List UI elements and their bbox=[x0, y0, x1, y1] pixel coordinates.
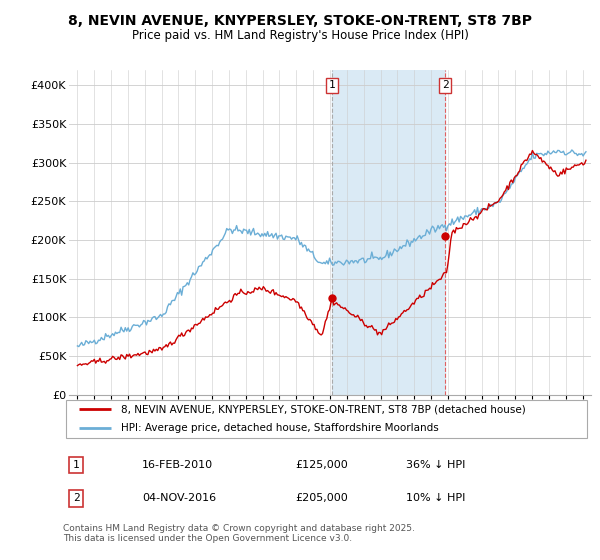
Text: 8, NEVIN AVENUE, KNYPERSLEY, STOKE-ON-TRENT, ST8 7BP: 8, NEVIN AVENUE, KNYPERSLEY, STOKE-ON-TR… bbox=[68, 14, 532, 28]
Text: £205,000: £205,000 bbox=[295, 493, 348, 503]
Text: 10% ↓ HPI: 10% ↓ HPI bbox=[406, 493, 466, 503]
Text: 04-NOV-2016: 04-NOV-2016 bbox=[142, 493, 217, 503]
Text: 1: 1 bbox=[73, 460, 80, 470]
Text: 16-FEB-2010: 16-FEB-2010 bbox=[142, 460, 214, 470]
Text: 8, NEVIN AVENUE, KNYPERSLEY, STOKE-ON-TRENT, ST8 7BP (detached house): 8, NEVIN AVENUE, KNYPERSLEY, STOKE-ON-TR… bbox=[121, 404, 526, 414]
Text: £125,000: £125,000 bbox=[295, 460, 348, 470]
Text: 1: 1 bbox=[329, 81, 335, 91]
Text: Contains HM Land Registry data © Crown copyright and database right 2025.
This d: Contains HM Land Registry data © Crown c… bbox=[63, 524, 415, 543]
Text: 2: 2 bbox=[442, 81, 449, 91]
Text: 36% ↓ HPI: 36% ↓ HPI bbox=[406, 460, 466, 470]
Bar bbox=[332, 70, 445, 395]
FancyBboxPatch shape bbox=[65, 400, 587, 437]
Text: Price paid vs. HM Land Registry's House Price Index (HPI): Price paid vs. HM Land Registry's House … bbox=[131, 29, 469, 42]
Text: 2: 2 bbox=[73, 493, 80, 503]
Text: HPI: Average price, detached house, Staffordshire Moorlands: HPI: Average price, detached house, Staf… bbox=[121, 423, 439, 433]
